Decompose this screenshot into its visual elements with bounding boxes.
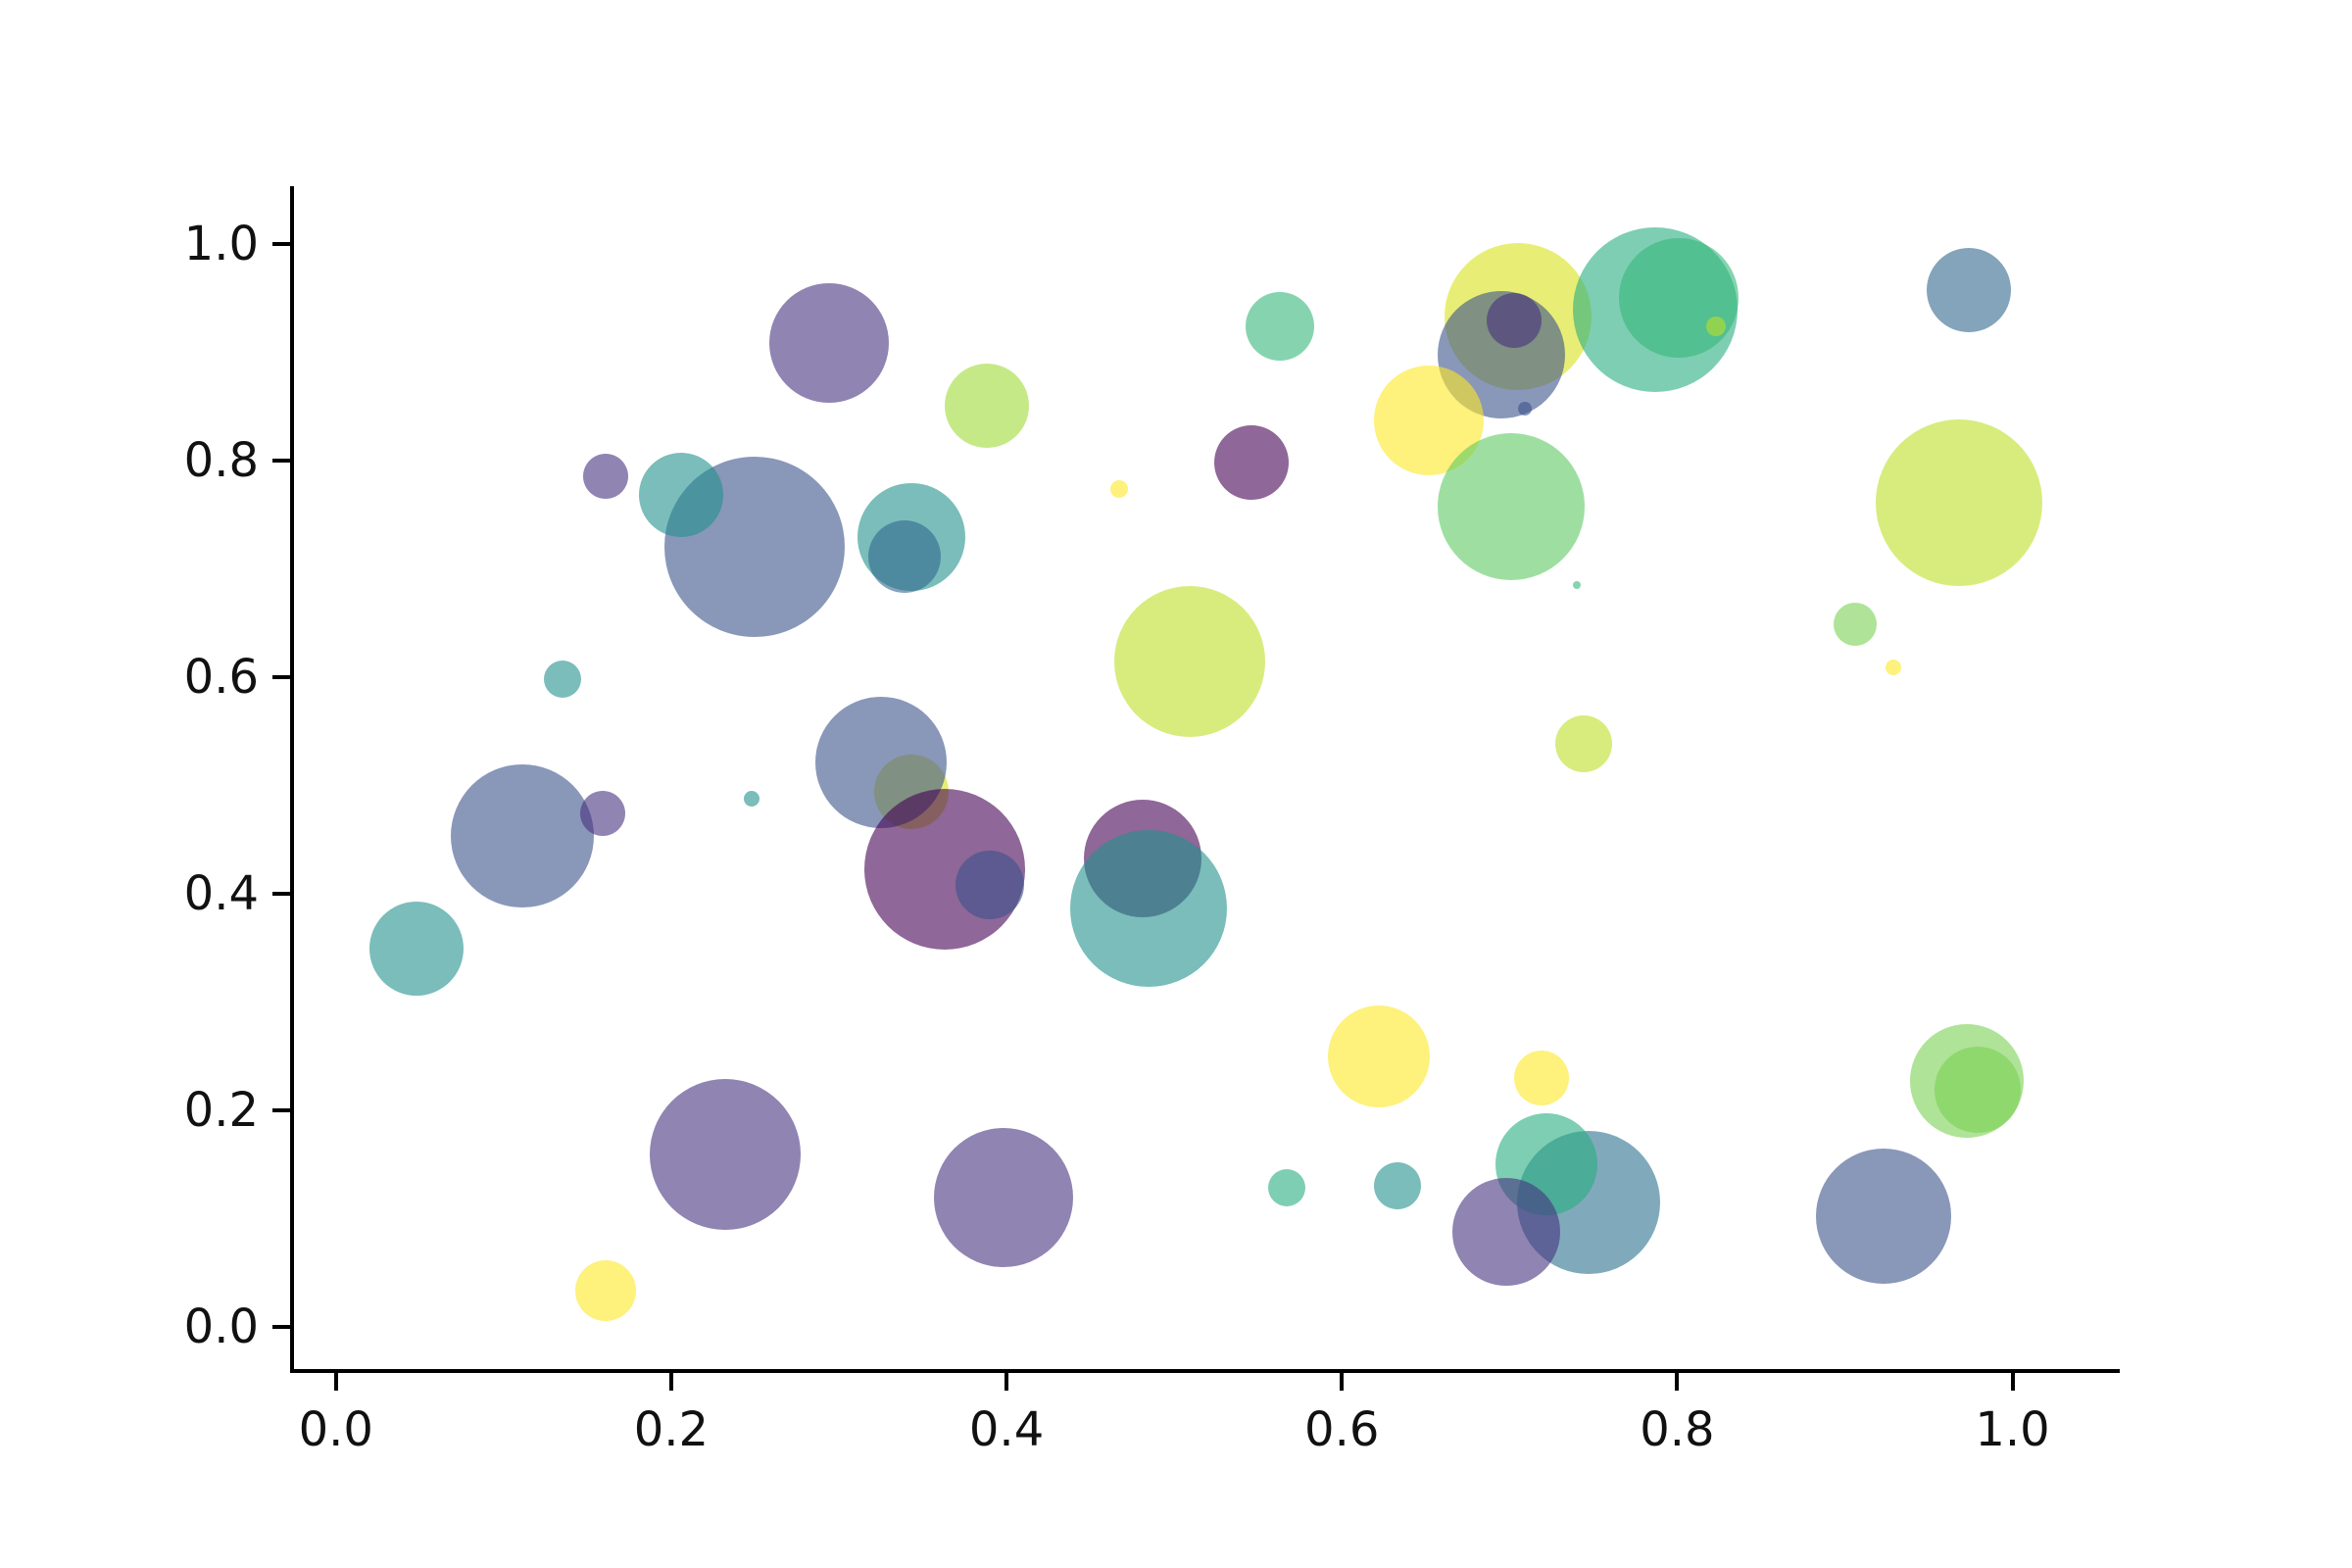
scatter-bubble (639, 453, 724, 537)
scatter-bubble (583, 454, 629, 500)
scatter-bubble (944, 364, 1029, 449)
x-axis-tick (668, 1373, 673, 1391)
x-axis-tick (1340, 1373, 1345, 1391)
scatter-bubble (1513, 1050, 1569, 1105)
x-axis-tick-label: 0.2 (633, 1402, 710, 1457)
scatter-bubble (543, 660, 581, 698)
scatter-bubble (1213, 424, 1289, 500)
y-axis-tick-label: 0.2 (183, 1082, 259, 1138)
scatter-bubble (1267, 1169, 1305, 1207)
scatter-bubble (1245, 291, 1314, 361)
y-axis-tick (272, 1107, 290, 1112)
plot-area: 0.0 0.2 0.4 0.6 0.8 1.0 0.0 0.2 0.4 0.6 0.8 1.0 (184, 186, 2120, 1453)
scatter-bubble (1517, 401, 1532, 416)
x-axis-tick (333, 1373, 338, 1391)
scatter-bubble (579, 790, 625, 836)
x-axis-tick-label: 0.8 (1640, 1402, 1715, 1457)
scatter-bubble (649, 1079, 801, 1231)
x-axis-tick-label: 1.0 (1975, 1402, 2050, 1457)
scatter-bubble (1815, 1149, 1951, 1285)
scatter-bubble (1927, 248, 2012, 333)
scatter-bubble (744, 790, 760, 807)
x-axis-tick-label: 0.0 (298, 1402, 373, 1457)
scatter-bubble (867, 520, 941, 594)
scatter-bubble (1487, 293, 1543, 349)
y-axis-tick-label: 0.6 (183, 649, 259, 705)
scatter-bubble (575, 1260, 637, 1322)
scatter-bubble (1934, 1046, 2021, 1133)
scatter-bubble (1438, 433, 1585, 581)
y-axis-tick (272, 1324, 290, 1329)
y-axis-tick (272, 674, 290, 679)
x-axis-tick (2010, 1373, 2015, 1391)
scatter-bubble (768, 283, 889, 404)
scatter-bubble (450, 764, 594, 908)
x-axis-tick (1004, 1373, 1009, 1391)
scatter-bubble (1619, 237, 1740, 358)
scatter-bubble (1705, 316, 1726, 336)
scatter-bubble (1833, 602, 1877, 646)
scatter-bubble (1113, 586, 1265, 738)
y-axis-tick (272, 891, 290, 896)
x-axis-tick (1675, 1373, 1680, 1391)
x-axis-spine (290, 1369, 2120, 1373)
scatter-bubble (1572, 580, 1581, 589)
scatter-bubble (1373, 1162, 1421, 1210)
y-axis-tick (272, 458, 290, 463)
y-axis-tick (272, 241, 290, 246)
y-axis-tick-label: 0.0 (183, 1298, 259, 1354)
x-axis-tick-label: 0.6 (1304, 1402, 1380, 1457)
x-axis-tick-label: 0.4 (968, 1402, 1045, 1457)
scatter-bubble (1554, 715, 1612, 773)
scatter-bubble (955, 850, 1024, 919)
scatter-bubble (1875, 418, 2042, 586)
y-axis-tick-label: 0.4 (183, 865, 259, 921)
scatter-bubble (1109, 480, 1128, 499)
scatter-bubble (368, 902, 464, 997)
scatter-bubble (1327, 1004, 1430, 1107)
y-axis-tick-label: 1.0 (183, 216, 259, 271)
scatter-bubble (1070, 830, 1228, 988)
scatter-bubble (1886, 659, 1902, 675)
scatter-bubble (933, 1128, 1073, 1268)
scatter-bubble (1451, 1177, 1560, 1286)
y-axis-tick-label: 0.8 (183, 432, 259, 488)
y-axis-spine (290, 186, 294, 1373)
